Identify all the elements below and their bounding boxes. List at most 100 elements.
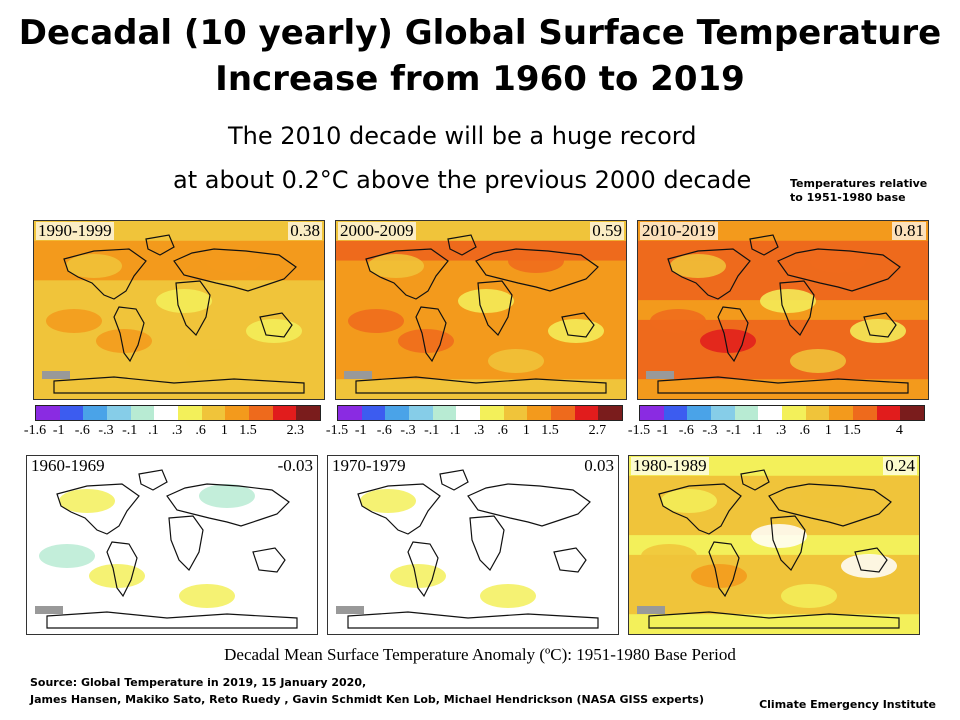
anomaly-band (336, 339, 626, 360)
map-panel-2000s: 2000-2009 0.59 (335, 220, 627, 400)
panel-mean-value: 0.81 (892, 221, 926, 240)
colorbar-swatch (154, 406, 179, 420)
anomaly-patch (661, 489, 717, 513)
baseline-note-line-2: to 1951-1980 base (790, 191, 906, 204)
continent-outline (447, 234, 477, 256)
colorbar-swatch (201, 406, 226, 420)
colorbar-tick-label: 1.5 (239, 423, 257, 438)
anomaly-patch (179, 584, 235, 608)
colorbar-tick-label: -1.6 (23, 423, 47, 438)
map-panel-2010s: 2010-2019 0.81 (637, 220, 929, 400)
anomaly-band (27, 614, 317, 634)
colorbar-tick-label: 2.7 (588, 423, 607, 438)
continent-outline (561, 312, 595, 338)
anomaly-patch (199, 484, 255, 508)
colorbar-swatch (296, 406, 321, 420)
continent-outline (768, 483, 892, 527)
anomaly-patch (149, 524, 205, 548)
colorbar-swatch (36, 406, 60, 420)
continent-outline (439, 469, 469, 491)
colorbar-swatch (480, 406, 504, 420)
colorbar-swatch (272, 406, 297, 420)
colorbar-swatch (734, 406, 759, 420)
missing-data-patch (637, 606, 665, 614)
colorbar-tick-label: .6 (195, 423, 206, 438)
continent-outline (708, 541, 740, 598)
continent-outline (477, 280, 513, 336)
continent-outline (138, 469, 168, 491)
missing-data-patch (42, 371, 70, 379)
panel-mean-value: 0.24 (883, 456, 917, 475)
colorbar-swatch (598, 406, 623, 420)
missing-data-patch (646, 371, 674, 379)
colorbar-tick-label: -.1 (726, 423, 742, 438)
anomaly-band (27, 594, 317, 615)
continent-outline (658, 483, 742, 535)
colorbar-swatch (409, 406, 433, 420)
anomaly-patch (760, 289, 816, 313)
anomaly-patch (691, 564, 747, 588)
continent-outline (252, 547, 286, 573)
continent-outline (166, 483, 290, 527)
colorbar-tick-label: -1 (656, 423, 669, 438)
colorbar-tick-label: 1 (824, 423, 832, 438)
colorbar-tick-label: -1 (52, 423, 65, 438)
continent-outline (113, 306, 145, 363)
anomaly-patch (850, 319, 906, 343)
colorbar-tick-label: -.6 (678, 423, 694, 438)
anomaly-band (34, 359, 324, 380)
anomaly-band (336, 379, 626, 399)
anomaly-band (27, 574, 317, 595)
colorbar-tick-label: -.3 (400, 423, 416, 438)
continent-outline (365, 248, 449, 300)
anomaly-map (328, 456, 618, 634)
colorbar-tick-label: 1.5 (843, 423, 861, 438)
anomaly-patch (650, 309, 706, 333)
anomaly-patch (641, 544, 697, 568)
anomaly-map (336, 221, 626, 399)
map-panel-1960s: 1960-1969 -0.03 (26, 455, 318, 635)
continent-outline (553, 547, 587, 573)
panel-period-label: 1970-1979 (330, 456, 408, 475)
anomaly-patch (59, 489, 115, 513)
colorbar-swatch (527, 406, 552, 420)
colorbar (337, 405, 623, 421)
colorbar-swatch (829, 406, 854, 420)
continent-outline (475, 248, 599, 292)
figure-caption: Decadal Mean Surface Temperature Anomaly… (224, 645, 736, 664)
colorbar-swatch (59, 406, 84, 420)
anomaly-patch (801, 484, 857, 508)
anomaly-patch (548, 319, 604, 343)
continent-outline (854, 547, 888, 573)
continent-outline (347, 611, 599, 629)
colorbar-swatch (900, 406, 925, 420)
continent-outline (648, 611, 900, 629)
continent-outline (717, 306, 749, 363)
anomaly-patch (390, 564, 446, 588)
continent-outline (770, 515, 806, 571)
panel-period-label: 2010-2019 (640, 221, 718, 240)
anomaly-map (629, 456, 919, 634)
colorbar-ticks: -1.5 -1 -.6 -.3 -.1 .1 .3 .6 1 1.5 2.7 (326, 423, 621, 441)
anomaly-patch (89, 564, 145, 588)
title-line-2: Increase from 1960 to 2019 (215, 59, 745, 99)
continent-outline (173, 248, 297, 292)
panel-mean-value: 0.03 (582, 456, 616, 475)
panel-period-label: 1980-1989 (631, 456, 709, 475)
anomaly-band (629, 574, 919, 595)
colorbar-swatch (551, 406, 575, 420)
anomaly-band (638, 379, 928, 399)
continent-outline (46, 611, 298, 629)
anomaly-patch (540, 554, 596, 578)
anomaly-patch (480, 584, 536, 608)
anomaly-patch (186, 349, 242, 373)
colorbar-tick-label: -.3 (702, 423, 718, 438)
continent-outline (53, 376, 305, 394)
anomaly-patch (488, 349, 544, 373)
anomaly-patch (39, 544, 95, 568)
colorbar-swatch (574, 406, 599, 420)
continent-outline (667, 248, 751, 300)
anomaly-band (34, 339, 324, 360)
continent-outline (168, 515, 204, 571)
anomaly-band (629, 594, 919, 615)
